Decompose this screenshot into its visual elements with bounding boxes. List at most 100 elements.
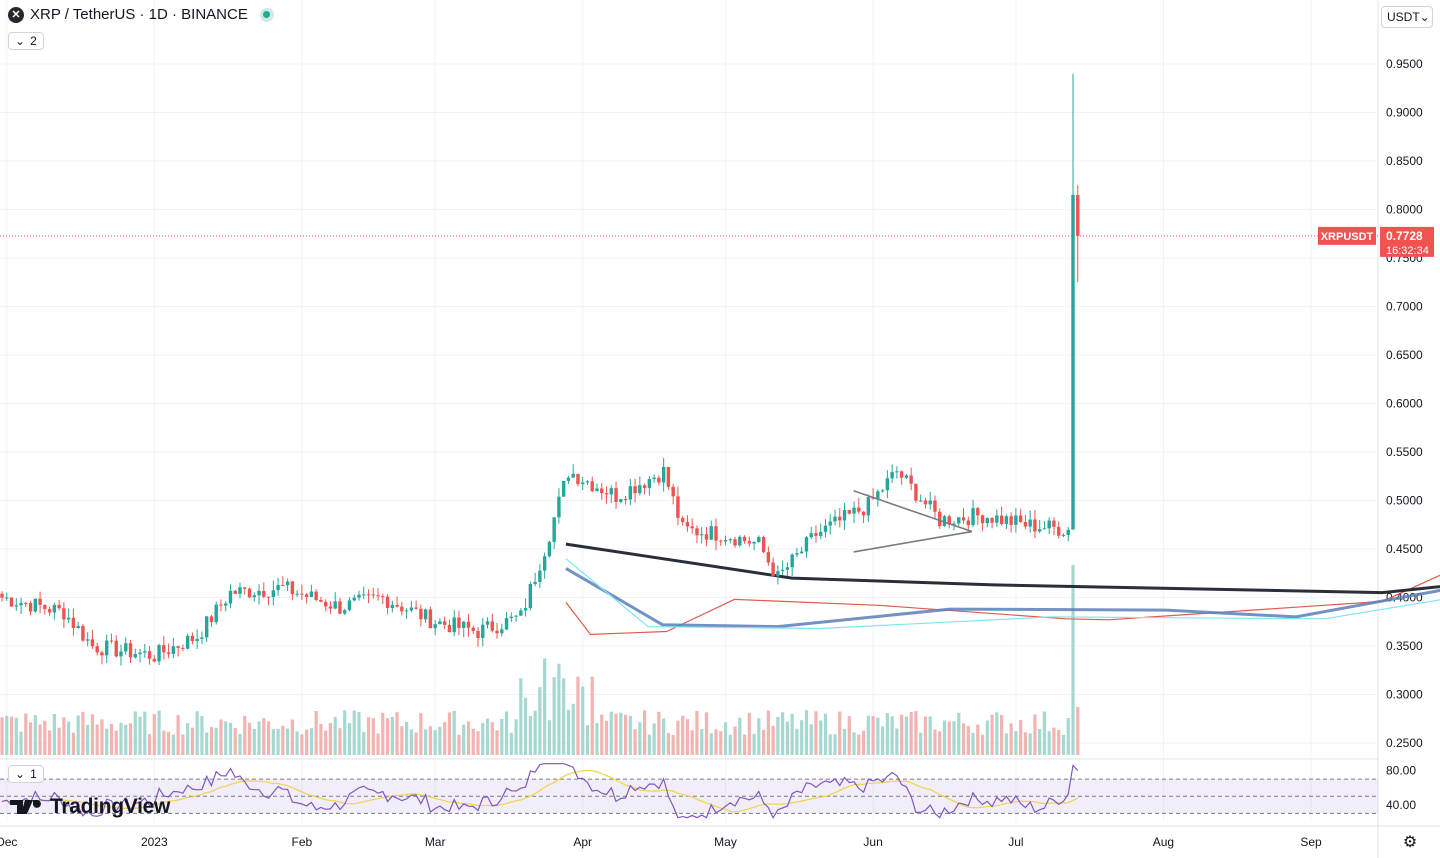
- volume-bar: [57, 727, 61, 755]
- volume-bar: [1038, 728, 1042, 755]
- volume-bar: [43, 720, 47, 755]
- volume-bar: [276, 728, 280, 755]
- volume-bar: [138, 716, 142, 755]
- volume-bar: [790, 713, 794, 755]
- volume-bar: [76, 715, 80, 755]
- rsi-toggle[interactable]: ⌄ 1: [8, 765, 44, 783]
- candle-body: [181, 647, 185, 649]
- volume-bar: [871, 716, 875, 755]
- volume-bar: [538, 687, 542, 755]
- candle-body: [628, 486, 633, 500]
- volume-bar: [519, 678, 523, 755]
- volume-bar: [5, 715, 9, 755]
- volume-bar: [214, 727, 218, 755]
- moving-average-line: [565, 542, 1440, 595]
- xrp-icon[interactable]: ✕: [8, 6, 24, 23]
- volume-bar: [95, 724, 99, 755]
- chart-title[interactable]: XRP / TetherUS · 1D · BINANCE: [30, 6, 248, 23]
- volume-bar: [228, 722, 233, 755]
- candle-body: [576, 473, 580, 485]
- volume-bar: [205, 732, 209, 755]
- candle-body: [100, 652, 104, 656]
- volume-bar: [895, 728, 899, 755]
- candle-body: [833, 516, 837, 522]
- candle-body: [371, 594, 375, 596]
- volume-bar: [662, 718, 666, 755]
- volume-bar: [557, 663, 561, 755]
- price-tag-value: 0.7728: [1386, 229, 1423, 243]
- rsi-count: 1: [30, 767, 37, 781]
- candle-body: [585, 481, 590, 483]
- candle-body: [899, 471, 904, 478]
- candle-body: [276, 585, 280, 591]
- volume-bar: [990, 714, 994, 755]
- volume-bar: [600, 714, 604, 755]
- volume-bar: [128, 723, 133, 755]
- candle-body: [985, 518, 990, 524]
- candle-body: [195, 638, 199, 642]
- candle-body: [152, 658, 157, 662]
- candle-body: [14, 605, 18, 607]
- tradingview-logo[interactable]: TradingView: [10, 795, 170, 819]
- volume-bar: [286, 728, 290, 755]
- candle-body: [771, 562, 775, 577]
- volume-bar: [376, 733, 380, 755]
- volume-bar: [757, 718, 761, 755]
- x-tick-label: Sep: [1300, 835, 1322, 849]
- candle-body: [809, 533, 813, 538]
- candle-body: [85, 639, 90, 641]
- volume-bar: [695, 710, 699, 755]
- settings-gear-icon[interactable]: ⚙: [1402, 834, 1418, 851]
- chevron-down-icon: ⌄: [15, 34, 26, 48]
- volume-bar: [681, 715, 685, 755]
- candle-body: [243, 587, 247, 589]
- volume-bar: [190, 727, 194, 755]
- volume-bar: [604, 720, 609, 755]
- currency-selector[interactable]: USDT ⌄: [1381, 6, 1433, 28]
- candle-body: [309, 591, 314, 597]
- volume-bar: [19, 731, 23, 755]
- x-tick-label: 2023: [141, 835, 168, 849]
- candle-body: [581, 482, 585, 485]
- volume-bar: [742, 734, 747, 755]
- candle-body: [76, 626, 80, 628]
- volume-bar: [233, 728, 237, 755]
- candle-body: [362, 594, 366, 596]
- candle-body: [861, 511, 866, 516]
- volume-bar: [257, 721, 261, 755]
- candle-body: [966, 520, 970, 526]
- candle-body: [671, 486, 675, 497]
- volume-bar: [1033, 714, 1037, 755]
- volume-bar: [657, 711, 661, 755]
- volume-bar: [804, 710, 809, 755]
- triangle-trendline: [853, 530, 973, 553]
- volume-bar: [1004, 733, 1008, 755]
- volume-bar: [314, 710, 318, 755]
- candle-body: [928, 500, 932, 505]
- candle-body: [481, 624, 485, 638]
- volume-bar: [457, 734, 461, 755]
- tradingview-logo-icon: [10, 800, 41, 814]
- candle-body: [509, 616, 514, 619]
- volume-bar: [776, 716, 780, 755]
- volume-bar: [995, 712, 999, 755]
- candle-body: [343, 610, 347, 614]
- volume-bar: [62, 717, 66, 755]
- brand-name: TradingView: [50, 795, 171, 818]
- volume-bar: [709, 733, 713, 755]
- candle-body: [857, 507, 861, 512]
- x-tick-label: Jun: [863, 835, 882, 849]
- volume-bar: [976, 724, 980, 755]
- candle-body: [914, 483, 918, 501]
- volume-bar: [433, 730, 437, 755]
- candle-body: [933, 500, 937, 512]
- volume-bar: [495, 730, 499, 755]
- candle-body: [704, 534, 709, 540]
- candle-body: [918, 500, 923, 502]
- volume-bar: [728, 734, 732, 755]
- candle-body: [838, 516, 842, 521]
- candle-body: [109, 640, 114, 642]
- indicators-toggle[interactable]: ⌄ 2: [8, 32, 44, 50]
- moving-average-line: [565, 558, 1440, 630]
